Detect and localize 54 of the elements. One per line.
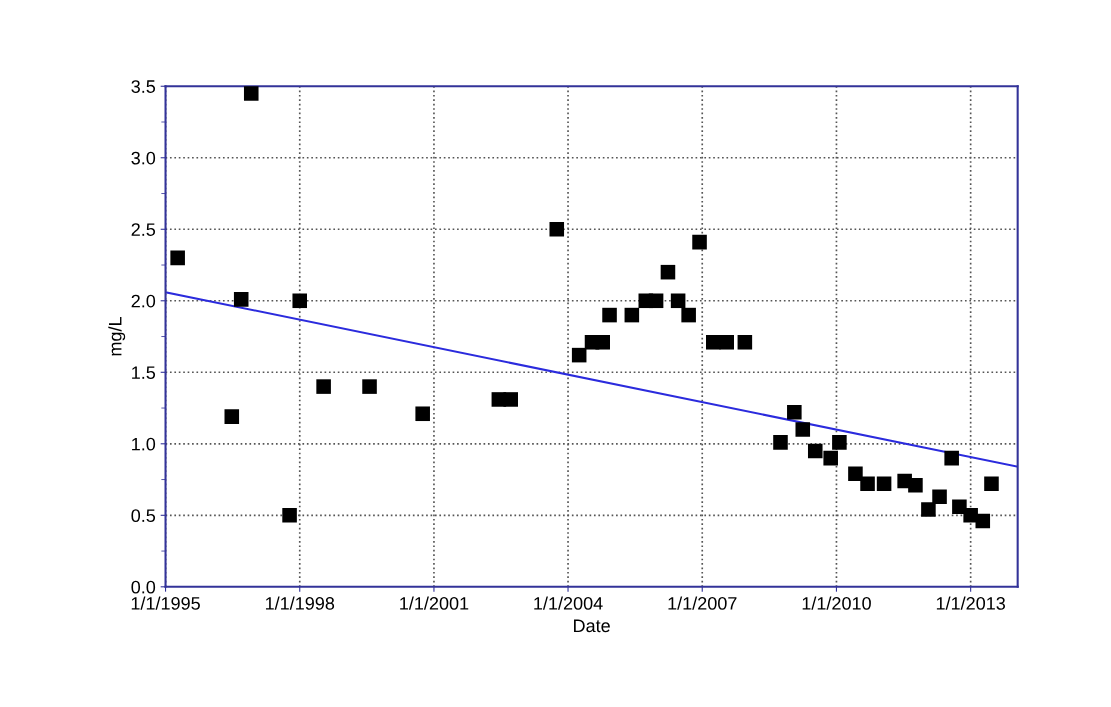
point [908, 477, 923, 493]
point [737, 334, 753, 350]
point [921, 502, 936, 517]
point [984, 476, 999, 492]
point [233, 292, 249, 307]
x-tick-label: 1/1/2007 [668, 596, 737, 610]
y-tick-label: 0.5 [131, 509, 156, 523]
point [975, 513, 991, 529]
x-tick-label: 1/1/2004 [534, 596, 603, 610]
point [602, 307, 617, 323]
point [595, 334, 610, 350]
point [282, 508, 297, 523]
point [848, 466, 863, 482]
point [571, 347, 587, 363]
point [243, 86, 259, 101]
point [876, 476, 892, 492]
point [692, 234, 707, 250]
point [932, 489, 947, 504]
point [292, 293, 308, 309]
point [648, 293, 664, 309]
x-tick-label: 1/1/2010 [802, 596, 871, 610]
y-tick-label: 2.5 [131, 223, 156, 236]
point [624, 307, 640, 323]
point [773, 435, 788, 450]
point [415, 406, 430, 422]
y-tick-label: 3.0 [131, 151, 156, 165]
x-tick-label: 1/1/2013 [936, 596, 1006, 610]
point [170, 250, 185, 266]
text: 0.0 [131, 580, 156, 594]
y-tick-label: 3.5 [131, 80, 156, 93]
point [807, 443, 823, 459]
point [316, 379, 331, 394]
y-axis-title: mg/L [108, 317, 126, 356]
point [832, 435, 847, 450]
point [681, 307, 696, 323]
point [670, 293, 686, 309]
point [787, 405, 802, 420]
y-tick-label: 1.0 [132, 437, 156, 451]
point [549, 221, 565, 237]
point [503, 392, 519, 407]
x-tick-label: 1/1/2001 [400, 596, 469, 610]
point [660, 264, 676, 280]
point [860, 476, 875, 492]
point [795, 422, 811, 437]
y-tick-label: 2.0 [131, 294, 156, 308]
point [944, 450, 959, 466]
x-tick-label: 1/1/1995 [131, 596, 200, 610]
x-axis-title: Date [574, 619, 610, 633]
x-tick-label: 1/1/1998 [265, 596, 335, 610]
y-tick-label: 1.5 [132, 366, 156, 380]
point [823, 450, 838, 466]
point [362, 379, 377, 394]
point [224, 409, 240, 424]
point [719, 334, 735, 350]
